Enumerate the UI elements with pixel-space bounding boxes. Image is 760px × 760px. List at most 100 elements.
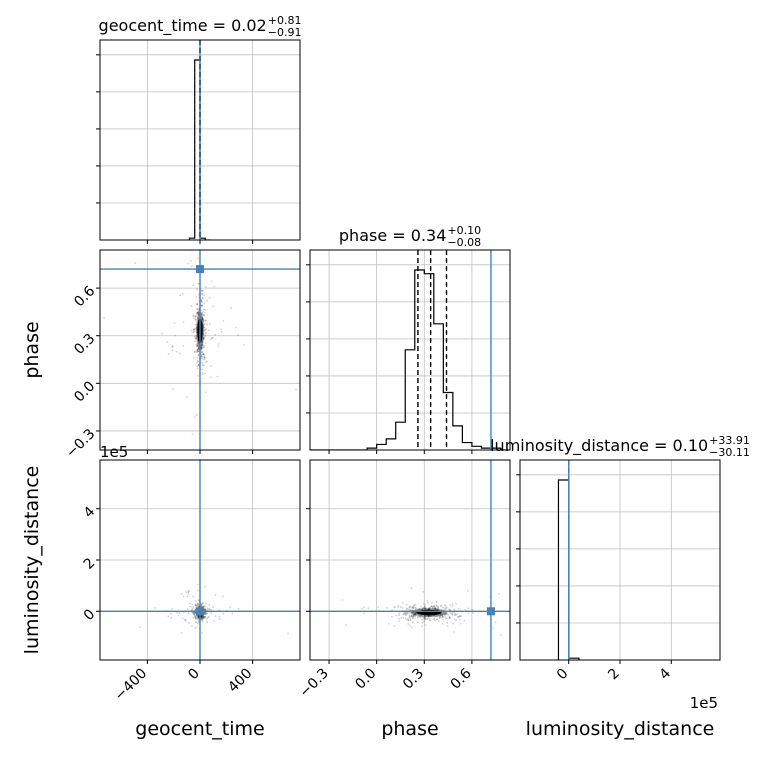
sample-point [195,296,198,298]
sample-point [460,615,463,618]
sample-point [409,619,412,622]
sample-point [197,294,200,296]
sample-point [200,344,203,347]
sample-point [458,615,461,618]
sample-point [448,608,451,611]
sample-point [213,620,216,622]
sample-point [237,334,240,336]
sample-point [196,303,198,306]
sample-point [196,313,199,315]
sample-point [424,608,427,610]
sample-point [421,615,424,618]
sample-point [405,609,408,611]
sample-point [401,602,404,604]
sample-point [194,315,197,318]
sample-point [203,372,206,375]
sample-point [184,618,187,621]
sample-point [138,626,141,628]
sample-point [449,612,452,615]
sample-point [363,606,365,609]
tick-label-x: −400 [112,666,151,705]
sample-point [446,625,449,628]
sample-point [400,617,403,619]
sample-point [437,614,440,617]
sample-point [170,612,173,615]
sample-point [182,595,185,598]
sample-point [197,622,200,625]
sample-point [449,604,451,607]
sample-point [214,593,217,596]
sample-point [205,613,208,615]
sample-point [194,327,197,329]
sample-point [407,619,410,622]
sample-point [192,284,195,287]
sample-point [440,604,443,607]
sample-point [201,357,203,360]
axis-label-x-geocent_time: geocent_time [135,718,264,740]
sample-point [201,632,204,634]
sample-point [421,608,424,611]
sample-point [179,294,182,297]
sample-point [414,615,416,618]
sample-point [407,619,410,622]
sample-point [414,613,417,616]
sample-point [196,344,199,347]
sample-point [203,337,206,339]
sample-point [401,607,404,609]
sample-point [222,320,225,322]
sample-point [444,613,446,616]
sample-point [200,615,203,618]
sample-point [426,608,429,611]
sample-point [201,618,204,621]
sample-point [167,615,170,618]
sample-point [194,617,197,620]
sample-point [408,614,411,617]
sample-point [414,606,417,609]
sample-point [208,603,211,606]
sample-point [192,314,195,317]
sample-point [201,297,204,299]
sample-point [197,599,200,601]
sample-point [200,346,203,348]
sample-point [217,345,220,348]
sample-point [423,615,426,618]
sample-point [200,346,203,349]
sample-point [166,341,169,343]
sample-point [196,361,198,364]
sample-point [412,614,415,617]
sample-point [393,606,395,609]
sample-point [432,606,435,609]
sample-point [408,608,410,611]
sample-point [492,602,494,605]
sample-point [210,608,213,611]
sample-point [412,606,415,609]
sample-point [472,611,474,614]
panel-geocent_time-hist [96,39,301,244]
sample-point [448,615,451,618]
title-text: geocent_time = 0.02 [99,16,267,36]
tick-label-x: 4 [656,665,674,683]
sample-point [190,260,192,262]
sample-point [217,343,220,346]
sample-point [202,311,205,313]
sample-point [414,613,417,616]
sample-point [197,375,200,377]
sample-point [161,332,163,335]
sample-point [410,615,413,618]
sample-point [187,262,190,265]
sample-point [424,615,427,618]
sample-point [204,613,206,616]
sample-point [204,319,207,322]
sample-point [443,615,446,618]
sample-point [419,616,422,619]
sample-point [202,319,205,322]
sample-point [171,388,174,391]
sample-point [430,615,433,618]
sample-point [430,601,433,604]
sample-point [413,604,416,606]
sample-point [193,416,196,419]
sample-point [192,331,194,334]
sample-point [418,608,420,611]
sample-point [203,615,206,618]
